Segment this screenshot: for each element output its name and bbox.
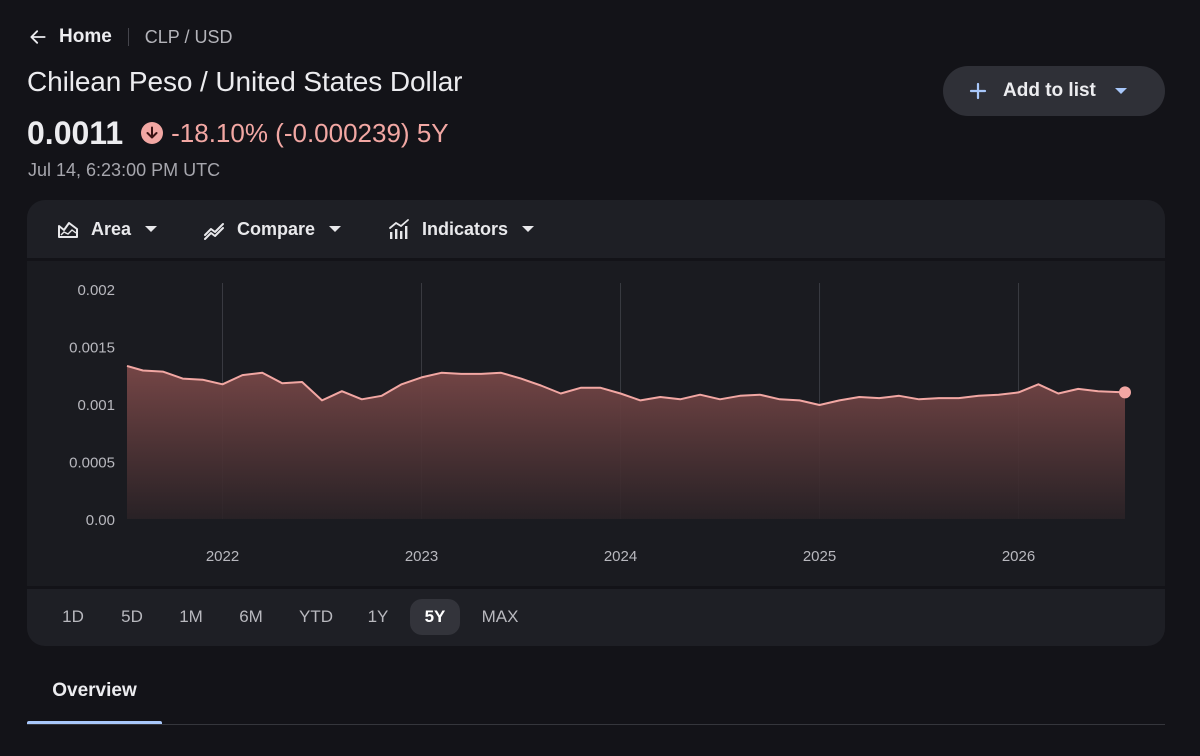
y-tick-label: 0.0015 [69, 339, 115, 356]
range-button-max[interactable]: MAX [481, 607, 519, 626]
breadcrumb-divider [127, 28, 129, 46]
y-tick-label: 0.001 [77, 397, 115, 414]
y-tick-label: 0.0005 [69, 454, 115, 471]
range-button-1y[interactable]: 1Y [367, 607, 389, 626]
y-tick-label: 0.00 [86, 512, 115, 529]
quote-row: 0.0011 -18.10% (-0.000239) 5Y [27, 112, 449, 154]
latest-price-marker [1119, 386, 1131, 399]
indicators-label: Indicators [422, 218, 509, 239]
range-button-5d[interactable]: 5D [121, 607, 143, 626]
x-tick-label: 2022 [206, 548, 239, 565]
page-title: Chilean Peso / United States Dollar [27, 66, 463, 97]
range-selector: 1D 5D 1M 6M YTD 1Y 5Y MAX [27, 589, 1165, 646]
price-line [126, 364, 1126, 406]
chart-type-dropdown[interactable]: Area [57, 216, 158, 242]
x-tick-label: 2024 [604, 548, 637, 565]
price-chart[interactable]: 0.002 0.0015 0.001 0.0005 0.00 2022 2023 2024 20… [27, 261, 1165, 586]
chart-plot-area[interactable]: 0.002 0.0015 0.001 0.0005 0.00 2022 2023 2024 20… [27, 261, 1165, 586]
x-tick-label: 2023 [405, 548, 438, 565]
tab-divider [27, 724, 1165, 725]
range-button-1m[interactable]: 1M [179, 607, 203, 626]
area-chart-icon [58, 222, 78, 238]
breadcrumb-home-link[interactable]: Home [59, 26, 112, 47]
compare-dropdown[interactable]: Compare [203, 216, 342, 242]
range-button-1d[interactable]: 1D [62, 607, 84, 626]
price-area-fill [127, 365, 1125, 519]
y-tick-label: 0.002 [77, 282, 115, 299]
add-to-list-button[interactable]: Add to list [943, 66, 1165, 116]
chevron-down-icon [145, 226, 158, 232]
chevron-down-icon [329, 226, 342, 232]
arrow-back-icon[interactable] [28, 27, 48, 47]
x-tick-label: 2026 [1002, 548, 1035, 565]
chart-type-label: Area [91, 218, 132, 239]
chart-toolbar: Area Compare Indicators [27, 200, 1165, 258]
price-change: -18.10% (-0.000239) 5Y [171, 117, 449, 148]
range-button-ytd[interactable]: YTD [299, 607, 333, 626]
chevron-down-icon [522, 226, 535, 232]
arrow-down-circle-icon [141, 122, 164, 144]
compare-icon [204, 223, 224, 240]
range-button-6m[interactable]: 6M [239, 607, 263, 626]
x-tick-label: 2025 [803, 548, 836, 565]
active-tab-indicator [27, 721, 162, 724]
compare-label: Compare [237, 218, 316, 239]
chevron-down-icon [1114, 88, 1127, 94]
chart-card: Area Compare Indicators 0.002 0.0015 0.001 [27, 200, 1165, 646]
indicators-icon [389, 219, 409, 239]
current-price: 0.0011 [27, 114, 124, 151]
breadcrumb-current: CLP / USD [144, 26, 233, 47]
add-to-list-label: Add to list [1003, 80, 1096, 101]
breadcrumb: Home CLP / USD [28, 24, 233, 50]
range-button-5y[interactable]: 5Y [410, 599, 460, 635]
plus-icon [969, 82, 987, 100]
quote-timestamp: Jul 14, 6:23:00 PM UTC [28, 160, 221, 180]
indicators-dropdown[interactable]: Indicators [388, 216, 535, 242]
tab-overview[interactable]: Overview [52, 680, 137, 701]
